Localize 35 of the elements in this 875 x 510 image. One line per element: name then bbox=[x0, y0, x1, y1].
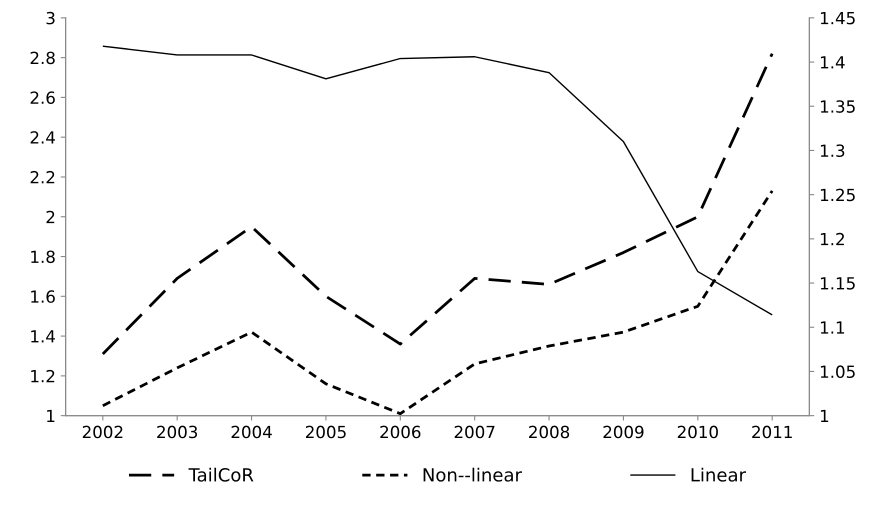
x-tick-label: 2003 bbox=[157, 426, 198, 438]
x-tick-label: 2002 bbox=[82, 426, 122, 438]
x-tick-label: 2010 bbox=[678, 426, 718, 438]
y-tick-label: 1.8 bbox=[31, 250, 55, 264]
y-tick-label: 1.6 bbox=[31, 290, 55, 303]
y-tick-label: 2.4 bbox=[30, 131, 55, 144]
legend-label: TailCoR bbox=[188, 468, 254, 482]
y2-tick-label: 1.35 bbox=[820, 100, 855, 113]
legend-label: Non--linear bbox=[424, 468, 522, 482]
x-tick-label: 2006 bbox=[380, 426, 420, 438]
x-tick-label: 2005 bbox=[306, 426, 346, 438]
x-tick-label: 2011 bbox=[752, 426, 792, 438]
legend-label: Linear bbox=[692, 468, 746, 482]
y2-tick-label: 1.25 bbox=[820, 188, 855, 202]
y-tick-label: 2 bbox=[46, 210, 54, 224]
y2-tick-label: 1.45 bbox=[820, 12, 855, 24]
y-tick-label: 2.8 bbox=[30, 52, 55, 64]
y2-tick-label: 1.15 bbox=[820, 277, 855, 290]
x-tick-label: 2007 bbox=[454, 426, 494, 438]
y-tick-label: 1 bbox=[47, 410, 54, 422]
y-tick-label: 2.2 bbox=[30, 170, 54, 184]
x-tick-label: 2008 bbox=[529, 426, 570, 438]
y-tick-label: 3 bbox=[46, 12, 55, 24]
y2-tick-label: 1.05 bbox=[820, 365, 855, 378]
y2-tick-label: 1.3 bbox=[820, 144, 844, 158]
y2-tick-label: 1.2 bbox=[820, 232, 844, 246]
y-tick-label: 2.6 bbox=[30, 91, 55, 104]
y2-tick-label: 1.4 bbox=[820, 56, 845, 68]
y2-tick-label: 1.1 bbox=[820, 321, 844, 334]
y2-tick-label: 1 bbox=[820, 410, 828, 422]
y-tick-label: 1.4 bbox=[31, 330, 55, 342]
x-tick-label: 2004 bbox=[232, 426, 272, 438]
line-series bbox=[101, 52, 774, 356]
x-tick-label: 2009 bbox=[603, 426, 644, 438]
y-tick-label: 1.2 bbox=[31, 370, 54, 382]
